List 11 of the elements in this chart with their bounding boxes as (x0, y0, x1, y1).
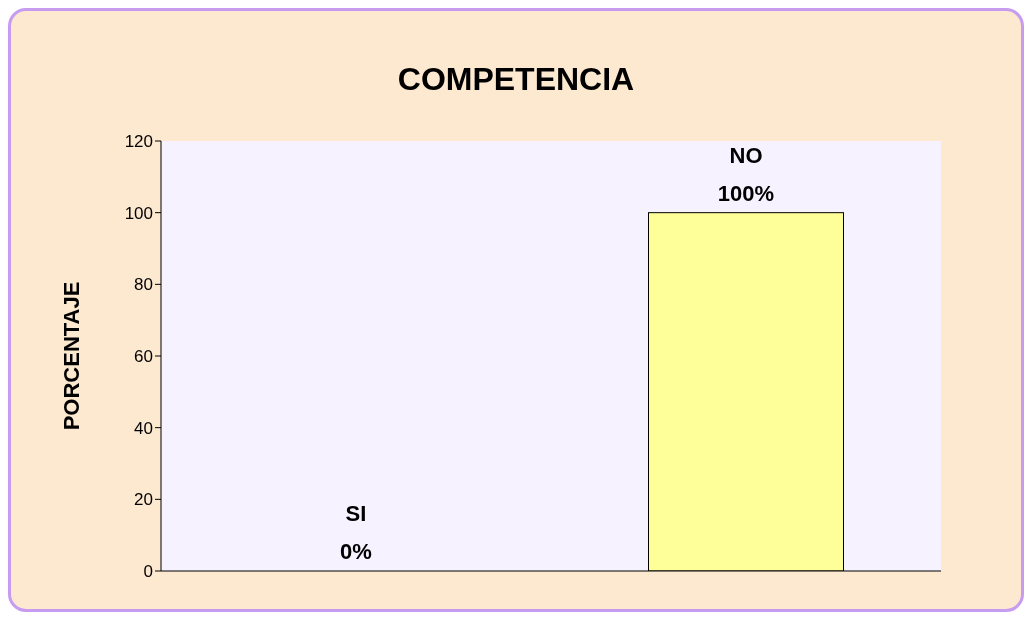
y-tick-label: 40 (134, 418, 153, 438)
data-label: SI 0% (340, 501, 372, 564)
y-tick-label: 80 (134, 275, 153, 295)
y-tick-label: 100 (124, 203, 153, 223)
y-tick-label: 0 (143, 562, 153, 582)
chart-title: COMPETENCIA (396, 60, 636, 99)
y-tick-label: 20 (134, 490, 153, 510)
y-tick-label: 60 (134, 347, 153, 367)
data-label: NO 100% (717, 142, 775, 206)
y-axis-title: PORCENTAJE (58, 281, 84, 431)
y-tick-label: 120 (124, 132, 153, 152)
